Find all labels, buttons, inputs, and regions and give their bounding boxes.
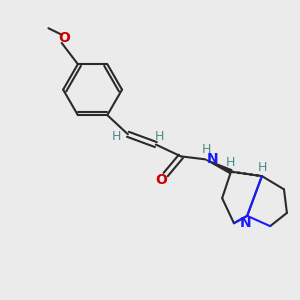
Text: N: N (240, 216, 251, 230)
Polygon shape (205, 159, 232, 173)
Text: H: H (202, 143, 211, 156)
Text: H: H (226, 156, 235, 169)
Text: H: H (112, 130, 122, 143)
Text: N: N (207, 152, 219, 166)
Text: O: O (155, 173, 167, 187)
Text: H: H (258, 161, 268, 174)
Text: H: H (155, 130, 164, 143)
Text: O: O (58, 31, 70, 45)
